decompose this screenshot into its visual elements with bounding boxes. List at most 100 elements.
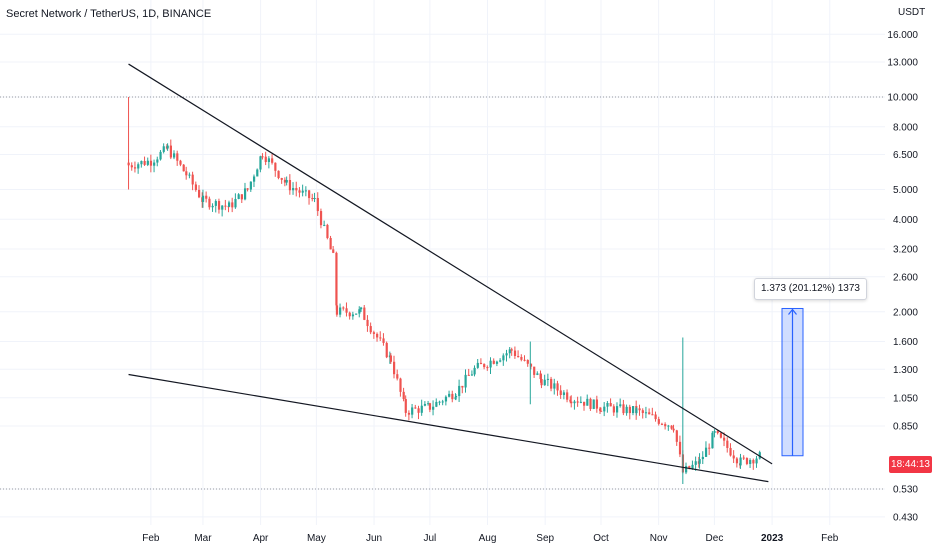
candle-body — [651, 414, 654, 416]
candle-body — [716, 431, 719, 434]
candle-body — [444, 396, 448, 402]
arrow-up-icon — [788, 308, 797, 315]
candle-body — [454, 396, 458, 398]
candle-body — [402, 391, 405, 400]
y-tick-label: 8.000 — [893, 122, 918, 133]
candle-body — [256, 169, 259, 177]
candle-body — [533, 366, 536, 375]
candle-body — [156, 159, 159, 163]
candle-body — [280, 178, 283, 180]
candle-body — [407, 412, 411, 415]
currency-label: USDT — [898, 7, 926, 18]
trendline[interactable] — [128, 373, 769, 483]
candle-body — [153, 162, 156, 166]
candle-body — [173, 153, 176, 158]
candle-body — [631, 406, 635, 414]
candle-body — [461, 385, 464, 388]
candle-body — [169, 145, 172, 158]
y-tick-label: 1.600 — [893, 337, 918, 348]
candle-body — [719, 433, 723, 438]
candle-body — [644, 412, 648, 414]
measure-label: 1.373 (201.12%) 1373 — [754, 278, 867, 300]
candle-body — [758, 452, 761, 459]
candle-body — [379, 337, 382, 339]
candle-body — [589, 398, 592, 409]
candle-body — [166, 145, 169, 149]
y-tick-label: 2.000 — [893, 307, 918, 318]
candle-body — [274, 162, 277, 171]
candle-body — [342, 307, 345, 309]
candle-body — [271, 158, 274, 163]
x-tick-label: Oct — [593, 533, 609, 544]
candle-body — [133, 167, 137, 169]
candle-body — [339, 307, 342, 315]
candle-body — [562, 392, 566, 396]
candle-body — [539, 373, 542, 380]
candle-body — [237, 194, 240, 199]
candle-body — [301, 190, 304, 193]
candle-body — [583, 401, 586, 406]
candle-body — [704, 447, 708, 457]
candle-body — [208, 198, 211, 208]
candle-body — [188, 174, 191, 176]
candle-body — [505, 353, 508, 356]
candle-body — [619, 404, 622, 407]
candle-body — [546, 378, 550, 380]
candle-body — [609, 403, 612, 407]
candle-body — [615, 406, 619, 413]
candle-body — [360, 307, 363, 310]
candle-body — [540, 379, 543, 386]
candle-body — [231, 202, 234, 208]
candle-body — [711, 432, 714, 449]
candle-body — [726, 440, 729, 448]
trendline[interactable] — [128, 63, 773, 465]
horizontal-lines — [0, 96, 885, 490]
measure-tool[interactable] — [781, 307, 804, 457]
trendlines[interactable] — [128, 63, 773, 483]
last-price-countdown: 18:44:13 — [889, 456, 932, 473]
candle-body — [739, 457, 742, 466]
candle-body — [550, 378, 553, 389]
candle-body — [599, 408, 602, 411]
candle-body — [667, 425, 670, 427]
candle-body — [285, 179, 288, 183]
y-tick-label: 4.000 — [893, 215, 918, 226]
candle-body — [329, 238, 332, 250]
candle-body — [323, 224, 326, 226]
candle-body — [723, 437, 726, 441]
candle-body — [735, 458, 739, 464]
candle-body — [261, 156, 264, 158]
candle-body — [441, 401, 444, 403]
candle-body — [304, 190, 308, 192]
candle-body — [366, 319, 369, 327]
candle-body — [369, 326, 372, 333]
candle-body — [432, 406, 435, 410]
x-tick-label: Dec — [706, 533, 724, 544]
candle-body — [423, 403, 427, 406]
candle-body — [612, 406, 615, 413]
candle-body — [508, 349, 511, 354]
candle-body — [264, 156, 267, 163]
candle-body — [393, 361, 396, 375]
candle-body — [351, 314, 355, 317]
x-tick-label: Sep — [536, 533, 554, 544]
x-tick-label: May — [307, 533, 326, 544]
x-axis[interactable]: Feb Mar Apr May Jun Jul Aug Sep Oct Nov Dec 2023 Feb — [142, 533, 839, 544]
candle-body — [176, 153, 179, 161]
candle-body — [536, 373, 539, 375]
candle-body — [523, 359, 526, 361]
candle-body — [606, 403, 609, 407]
y-tick-label: 10.000 — [887, 93, 918, 104]
candle-body — [566, 392, 569, 400]
candle-body — [595, 399, 599, 409]
candle-body — [641, 410, 644, 414]
candle-body — [277, 170, 280, 179]
candle-body — [185, 171, 188, 176]
candle-body — [201, 195, 205, 202]
candle-body — [234, 198, 237, 208]
candle-body — [467, 374, 470, 376]
candle-body — [458, 385, 461, 397]
candle-body — [476, 362, 479, 368]
